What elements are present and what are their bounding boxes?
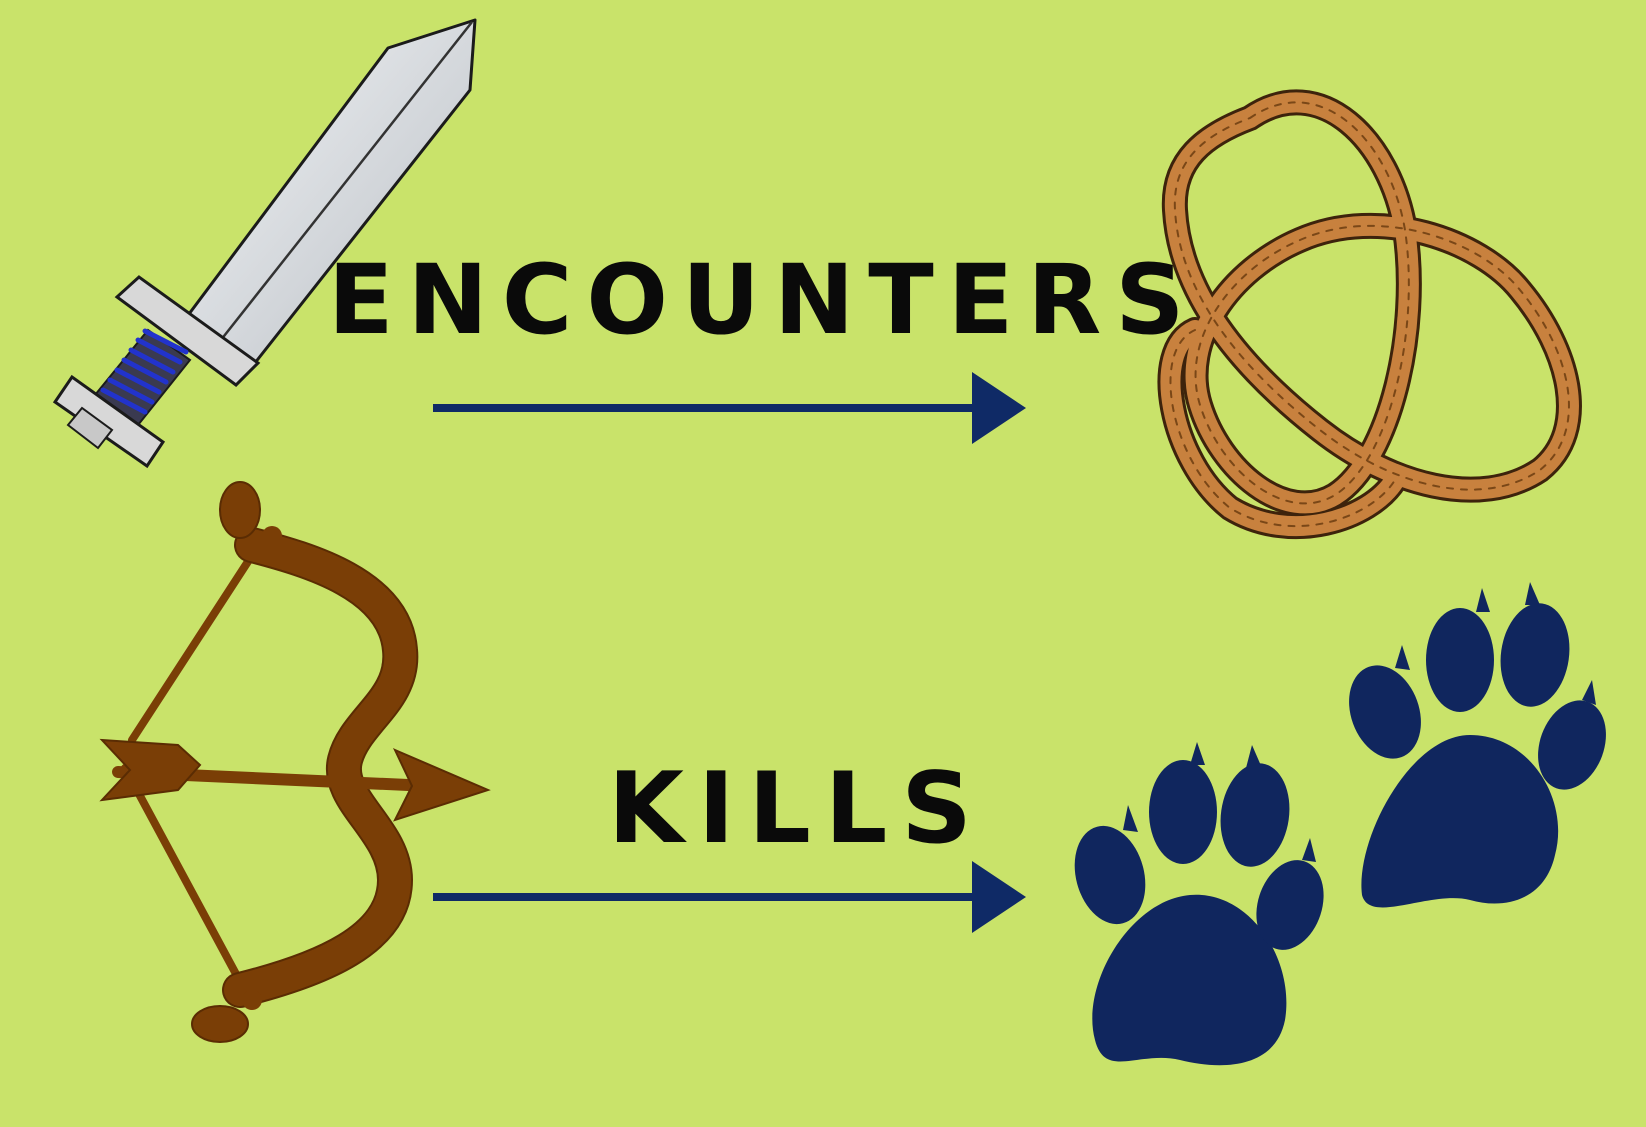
paw-prints-icon <box>1074 582 1606 1066</box>
arrow-kills <box>433 861 1026 933</box>
bow-and-arrow-icon <box>99 481 491 1043</box>
encounters-label: ENCOUNTERS <box>328 244 1199 356</box>
kills-label: KILLS <box>608 752 986 866</box>
arrow-encounters <box>433 372 1026 444</box>
rope-knot-icon <box>1157 89 1582 540</box>
sword-icon <box>52 18 477 469</box>
